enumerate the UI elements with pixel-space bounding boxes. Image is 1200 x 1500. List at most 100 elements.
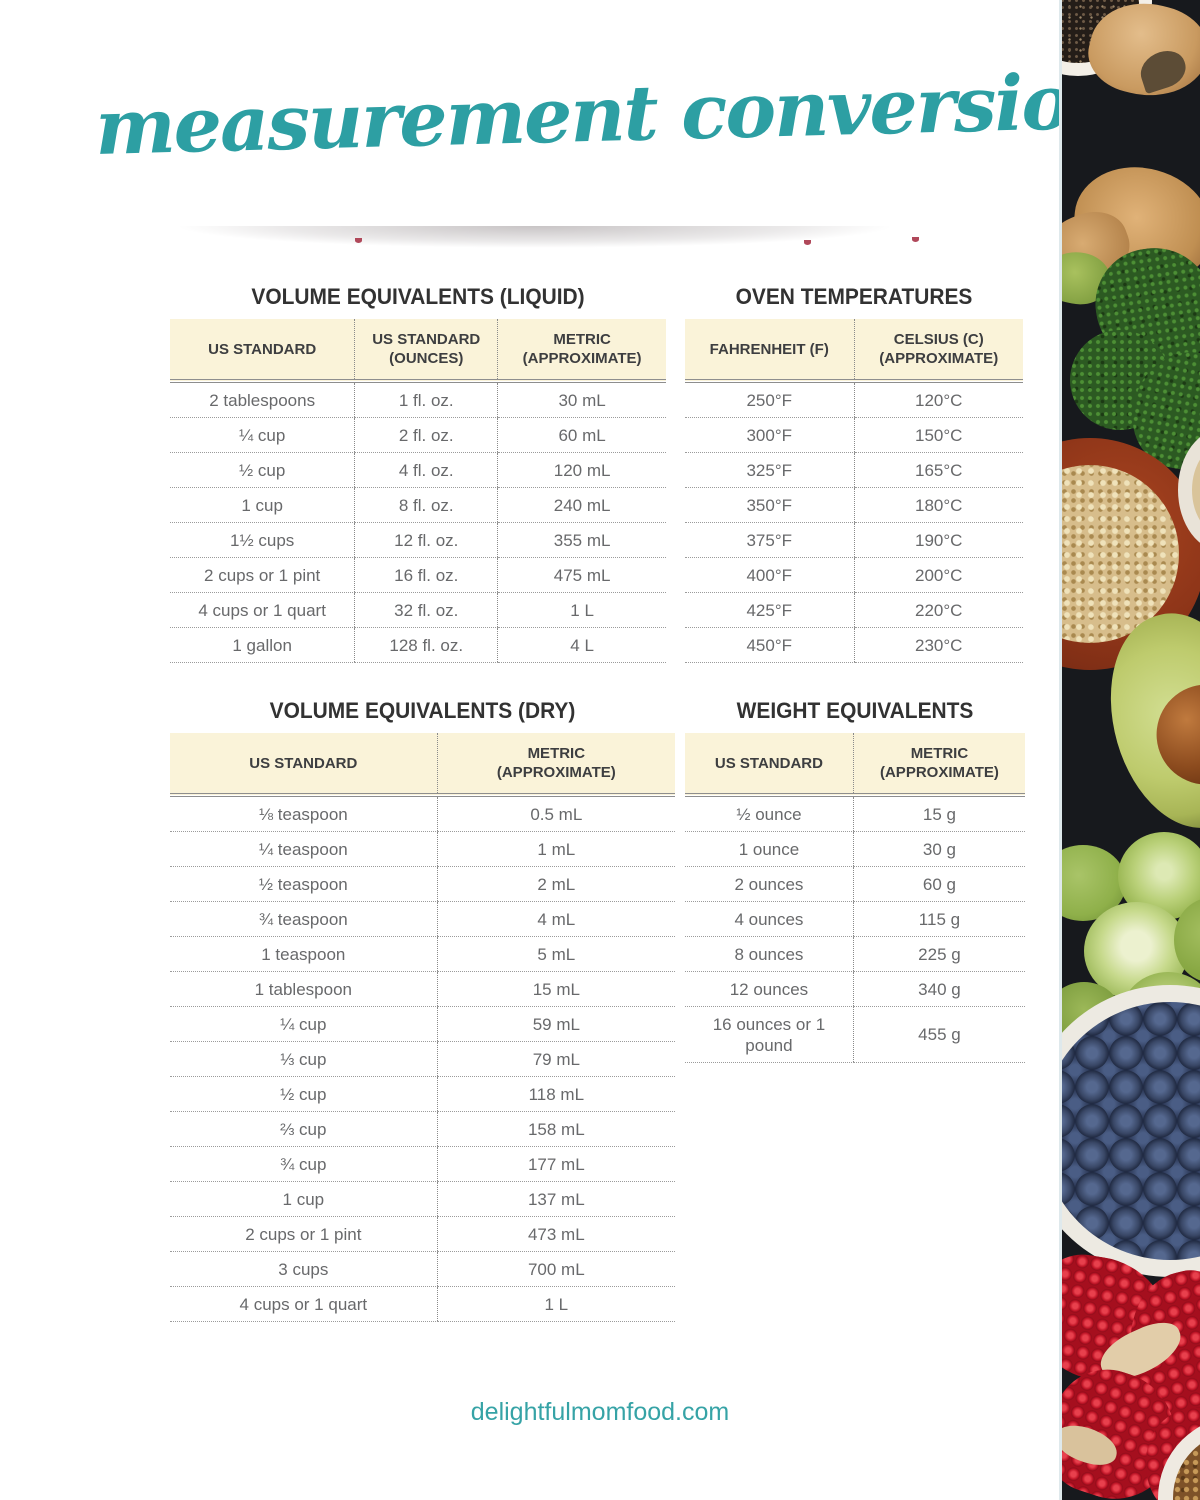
table-cell: 225 g [852, 936, 1025, 972]
table-cell: 473 mL [436, 1216, 675, 1252]
table-cell: 1 ounce [685, 831, 854, 867]
table-cell: 190°C [853, 522, 1023, 558]
section-title-weight: WEIGHT EQUIVALENTS [736, 698, 974, 723]
table-cell: 4 L [497, 627, 666, 663]
table-cell: 12 fl. oz. [354, 522, 498, 558]
table-cell: 30 g [852, 831, 1025, 867]
table-row: ⅛ teaspoon 0.5 mL [170, 795, 675, 832]
table-row: 4 cups or 1 quart 32 fl. oz. 1 L [170, 592, 666, 628]
table-cell: 137 mL [436, 1181, 675, 1217]
table-row: 250°F 120°C [685, 381, 1023, 418]
table-cell: 300°F [685, 417, 854, 453]
table-row: ⅔ cup 158 mL [170, 1111, 675, 1147]
table-cell: 1 L [497, 592, 666, 628]
table-cell: ¼ cup [170, 1006, 438, 1042]
table-cell: ½ cup [170, 452, 355, 488]
table-row: ½ cup 118 mL [170, 1076, 675, 1112]
column-header: US STANDARD [170, 733, 438, 797]
avocado-pit-image [1144, 672, 1200, 797]
section-title-dry: VOLUME EQUIVALENTS (DRY) [269, 698, 576, 723]
table-row: 1 tablespoon 15 mL [170, 971, 675, 1007]
table-body: 2 tablespoons 1 fl. oz. 30 mL ¼ cup 2 fl. oz… [170, 381, 666, 663]
table-row: 1 gallon 128 fl. oz. 4 L [170, 627, 666, 663]
oat-bowl-image [1062, 438, 1200, 670]
table-cell: 1 teaspoon [170, 936, 438, 972]
table-cell: 2 ounces [685, 866, 854, 902]
table-cell: 340 g [852, 971, 1025, 1007]
table-cell: 120 mL [497, 452, 666, 488]
table-cell: ½ teaspoon [170, 866, 438, 902]
column-header: CELSIUS (C) (APPROXIMATE) [853, 319, 1023, 383]
table-cell: 60 g [852, 866, 1025, 902]
column-header: US STANDARD [685, 733, 854, 797]
table-row: 350°F 180°C [685, 487, 1023, 523]
column-header: METRIC (APPROXIMATE) [436, 733, 675, 797]
table-row: ¾ teaspoon 4 mL [170, 901, 675, 937]
page-title: measurement conversions [94, 55, 1166, 172]
table-cell: 165°C [853, 452, 1023, 488]
table-cell: 60 mL [497, 417, 666, 453]
oven-temperatures-section: OVEN TEMPERATURES FAHRENHEIT (F) CELSIUS … [685, 284, 1023, 663]
table-row: ⅓ cup 79 mL [170, 1041, 675, 1077]
table-row: ¼ cup 59 mL [170, 1006, 675, 1042]
table-cell: 79 mL [436, 1041, 675, 1077]
side-bowl-image [1178, 428, 1200, 552]
table-cell: 115 g [852, 901, 1025, 937]
table-row: 325°F 165°C [685, 452, 1023, 488]
volume-dry-section: VOLUME EQUIVALENTS (DRY) US STANDARD METR… [170, 698, 675, 1322]
table-cell: 59 mL [436, 1006, 675, 1042]
oven-temperatures-table: FAHRENHEIT (F) CELSIUS (C) (APPROXIMATE) … [685, 319, 1023, 663]
table-cell: 0.5 mL [436, 795, 675, 832]
table-row: 2 cups or 1 pint 473 mL [170, 1216, 675, 1252]
table-cell: 16 ounces or 1 pound [685, 1006, 854, 1063]
section-title-oven: OVEN TEMPERATURES [735, 284, 973, 309]
table-cell: 2 cups or 1 pint [170, 557, 355, 593]
table-row: 4 ounces 115 g [685, 901, 1025, 937]
section-title-liquid: VOLUME EQUIVALENTS (LIQUID) [251, 284, 585, 309]
table-cell: 4 cups or 1 quart [170, 1286, 438, 1322]
table-row: 425°F 220°C [685, 592, 1023, 628]
header-row: US STANDARD METRIC (APPROXIMATE) [170, 733, 675, 797]
table-head: US STANDARD METRIC (APPROXIMATE) [685, 733, 1025, 797]
footer: delightfulmomfood.com [170, 1398, 1030, 1427]
volume-liquid-table: US STANDARD US STANDARD (OUNCES) METRIC (A… [170, 319, 666, 663]
table-row: 4 cups or 1 quart 1 L [170, 1286, 675, 1322]
table-row: ½ teaspoon 2 mL [170, 866, 675, 902]
table-cell: 4 ounces [685, 901, 854, 937]
table-cell: 32 fl. oz. [354, 592, 498, 628]
table-row: 8 ounces 225 g [685, 936, 1025, 972]
column-header: US STANDARD (OUNCES) [354, 319, 498, 383]
table-cell: 475 mL [497, 557, 666, 593]
table-cell: 1 tablespoon [170, 971, 438, 1007]
table-cell: 158 mL [436, 1111, 675, 1147]
table-cell: 1 gallon [170, 627, 355, 663]
table-cell: 350°F [685, 487, 854, 523]
table-row: 1 cup 8 fl. oz. 240 mL [170, 487, 666, 523]
table-row: 1 ounce 30 g [685, 831, 1025, 867]
table-row: 2 cups or 1 pint 16 fl. oz. 475 mL [170, 557, 666, 593]
table-cell: 220°C [853, 592, 1023, 628]
table-row: 1 cup 137 mL [170, 1181, 675, 1217]
table-row: ¼ teaspoon 1 mL [170, 831, 675, 867]
header-row: US STANDARD US STANDARD (OUNCES) METRIC (A… [170, 319, 666, 383]
table-cell: ⅛ teaspoon [170, 795, 438, 832]
table-cell: 30 mL [497, 381, 666, 418]
table-cell: 400°F [685, 557, 854, 593]
page-title-wrap: measurement conversions [94, 55, 1165, 172]
table-cell: 177 mL [436, 1146, 675, 1182]
table-cell: 325°F [685, 452, 854, 488]
table-cell: 355 mL [497, 522, 666, 558]
blueberries-image [1062, 1002, 1200, 1260]
table-cell: 8 fl. oz. [354, 487, 498, 523]
table-cell: 4 fl. oz. [354, 452, 498, 488]
food-photo-strip [1059, 0, 1200, 1500]
table-cell: 12 ounces [685, 971, 854, 1007]
decorative-dot [355, 238, 362, 243]
website-link[interactable]: delightfulmomfood.com [470, 1398, 730, 1426]
volume-liquid-section: VOLUME EQUIVALENTS (LIQUID) US STANDARD U… [170, 284, 666, 663]
column-header: FAHRENHEIT (F) [685, 319, 854, 383]
table-cell: 700 mL [436, 1251, 675, 1287]
table-cell: 1 cup [170, 1181, 438, 1217]
table-cell: 150°C [853, 417, 1023, 453]
